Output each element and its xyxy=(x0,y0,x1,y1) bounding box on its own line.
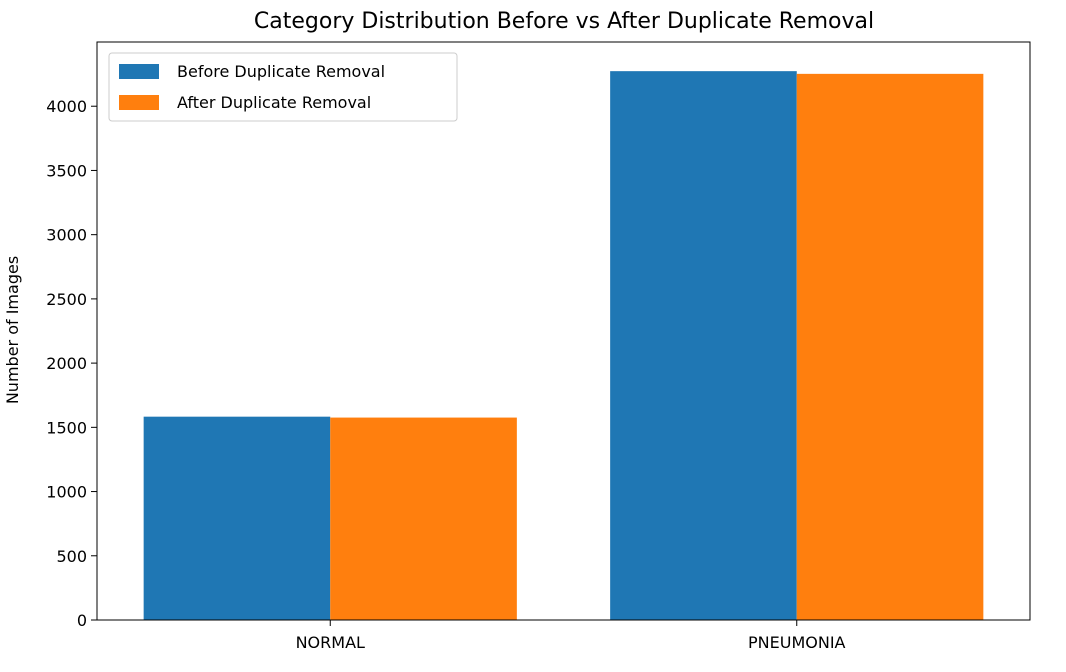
y-tick-label: 3500 xyxy=(46,161,87,180)
legend-label: After Duplicate Removal xyxy=(177,93,371,112)
legend-swatch xyxy=(119,95,159,110)
y-tick-label: 3000 xyxy=(46,226,87,245)
bar-pneumonia-series-0 xyxy=(610,71,797,621)
bar-pneumonia-series-1 xyxy=(796,73,984,620)
bar-normal-series-0 xyxy=(143,416,331,620)
y-tick-label: 0 xyxy=(77,611,87,630)
y-tick-label: 4000 xyxy=(46,97,87,116)
y-tick-label: 500 xyxy=(56,547,87,566)
plot-area: 0 500 1000 1500 2000 2500 3000 3500 4000 NORMAL PN… xyxy=(46,41,1031,652)
x-tick-label: NORMAL xyxy=(296,633,365,652)
axes-frame xyxy=(96,41,1031,621)
y-axis-label: Number of Images xyxy=(3,256,22,404)
bar-normal-series-1 xyxy=(330,417,517,620)
y-tick-label: 1000 xyxy=(46,483,87,502)
legend-label: Before Duplicate Removal xyxy=(177,62,385,81)
y-tick-label: 2500 xyxy=(46,290,87,309)
legend-swatch xyxy=(119,64,159,79)
y-tick-label: 2000 xyxy=(46,354,87,373)
legend-box xyxy=(108,52,458,122)
x-tick-label: PNEUMONIA xyxy=(748,633,846,652)
chart-title: Category Distribution Before vs After Du… xyxy=(254,9,874,34)
y-tick-label: 1500 xyxy=(46,418,87,437)
